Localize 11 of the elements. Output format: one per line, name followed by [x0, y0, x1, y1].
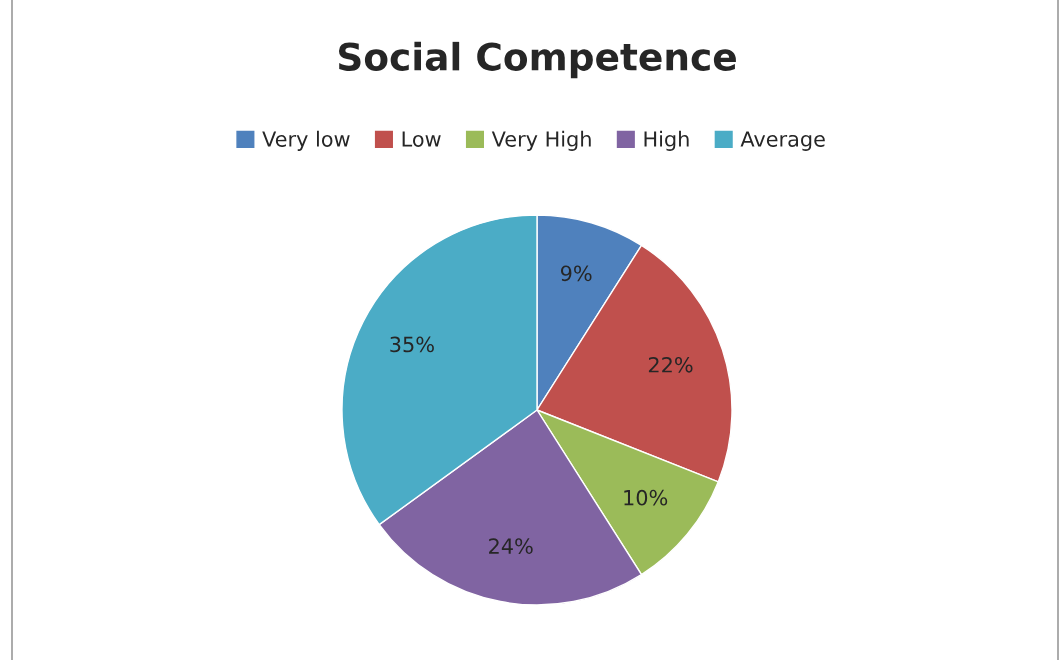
data-label: 10%	[624, 489, 668, 506]
data-label: 24%	[489, 538, 533, 554]
legend-label: Average	[740, 131, 825, 151]
legend-label: High	[644, 130, 689, 151]
data-label: 35%	[390, 336, 434, 353]
legend-label: Very low	[262, 130, 350, 151]
chart-title: Social Competence	[338, 41, 736, 79]
legend-label: Low	[402, 131, 441, 147]
data-label: 22%	[648, 356, 693, 373]
legend-label: Very High	[491, 130, 591, 151]
data-label: 9%	[560, 265, 592, 282]
